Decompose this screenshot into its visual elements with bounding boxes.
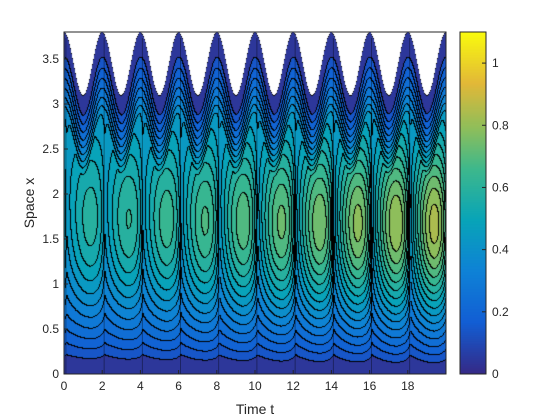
x-tick-label: 18 [401, 379, 415, 393]
x-tick-label: 16 [363, 379, 377, 393]
x-tick-label: 12 [287, 379, 301, 393]
x-tick-label: 10 [248, 379, 262, 393]
y-tick-label: 2 [52, 187, 59, 201]
colorbar-tick-label: 0.8 [492, 118, 509, 132]
contour-plot [64, 32, 446, 374]
y-tick-label: 2.5 [42, 142, 59, 156]
axes: 0 2 4 6 8 10 12 14 16 18 0 0.5 1 1.5 2 2.5 3 3.5 [42, 31, 447, 393]
colorbar-tick-label: 0 [492, 367, 499, 381]
contour-field [64, 32, 446, 374]
colorbar-tick-label: 0.6 [492, 180, 509, 194]
y-tick-label: 3 [52, 97, 59, 111]
x-tick-label: 8 [213, 379, 220, 393]
x-tick-label: 6 [175, 379, 182, 393]
y-tick-label: 0 [52, 367, 59, 381]
y-axis-label: Space x [21, 178, 37, 229]
x-tick-label: 4 [137, 379, 144, 393]
y-tick-label: 1.5 [42, 232, 59, 246]
x-tick-label: 0 [61, 379, 68, 393]
y-tick-label: 3.5 [42, 52, 59, 66]
colorbar: 0 0.2 0.4 0.6 0.8 1 [459, 31, 509, 381]
colorbar-tick-label: 0.2 [492, 305, 509, 319]
colorbar-tick-label: 0.4 [492, 243, 509, 257]
colorbar-frame [459, 31, 487, 375]
colorbar-gradient [460, 32, 486, 374]
y-tick-label: 1 [52, 277, 59, 291]
colorbar-tick-label: 1 [492, 56, 499, 70]
x-axis-label: Time t [236, 401, 274, 417]
x-tick-label: 14 [325, 379, 339, 393]
y-tick-label: 0.5 [42, 322, 59, 336]
x-tick-label: 2 [99, 379, 106, 393]
